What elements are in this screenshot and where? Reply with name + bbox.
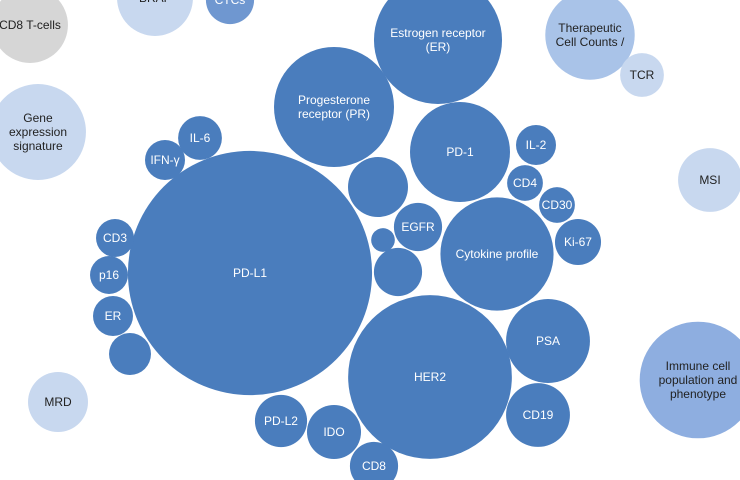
bubble-label-box: ER (104, 309, 122, 323)
bubble (205, 0, 255, 25)
bubble (440, 197, 554, 311)
bubble-label-box: MRD (44, 395, 72, 409)
bubble-label-box: IL-2 (525, 138, 547, 152)
bubble-label: CD8 T-cells (0, 17, 61, 32)
bubble-label-box: PSA (535, 333, 560, 348)
bubble (678, 148, 740, 212)
bubble (506, 299, 590, 383)
bubble-label: CD4 (512, 175, 537, 190)
bubble (306, 404, 362, 460)
bubble-label: IL-6 (189, 130, 211, 145)
bubble (639, 321, 740, 439)
bubble (274, 47, 394, 167)
bubble-label: MRD (44, 395, 72, 409)
bubble-label: ER (104, 309, 122, 323)
bubble-label: PD-L1 (232, 265, 267, 280)
bubble-label: Therapeutic Cell Counts / (555, 20, 625, 49)
bubble-label-box: PD-1 (446, 145, 474, 159)
bubble-label: Gene expression signature (8, 110, 67, 153)
bubble-label-box: Therapeutic Cell Counts / (555, 20, 625, 49)
bubble-label: PD-1 (446, 145, 474, 159)
bubble-label-box: CD30 (541, 197, 573, 212)
bubble-label: IL-2 (525, 138, 547, 152)
bubble-label-box: EGFR (401, 219, 435, 234)
bubble-label: Estrogen receptor (ER) (390, 25, 486, 54)
bubble (507, 165, 543, 201)
bubble (254, 394, 308, 448)
bubble-label-box: HER2 (413, 369, 446, 384)
bubble (348, 295, 512, 459)
bubble-label: CTCs (208, 0, 251, 24)
bubble (0, 0, 68, 63)
bubble-label-box: Progesterone receptor (PR) (297, 93, 371, 121)
bubble (93, 296, 133, 336)
bubble-label-box: PD-L1 (232, 265, 267, 280)
bubble (545, 0, 635, 80)
bubble (96, 219, 134, 257)
bubble-label-box: IDO (323, 424, 345, 439)
bubble-label-box: CD19 (522, 407, 554, 422)
bubble (0, 84, 86, 180)
bubble (554, 218, 602, 266)
bubble-label: p16 (98, 267, 120, 282)
bubble-label: Ki-67 (563, 234, 592, 249)
bubble-label-box: p16 (98, 267, 120, 282)
bubble-label-box: CD8 T-cells (0, 17, 61, 32)
bubble-label-box: MSI (699, 172, 721, 187)
bubble (539, 187, 575, 223)
bubble-label-box: Ki-67 (563, 234, 592, 249)
bubble-label-box: CD3 (102, 230, 127, 245)
bubble-label: PD-L2 (263, 413, 298, 428)
bubble-label: CD19 (522, 407, 554, 422)
bubble (348, 157, 408, 217)
bubble-label-box: BRAF (121, 0, 189, 36)
bubble-label: MSI (699, 172, 721, 187)
bubble (90, 256, 128, 294)
bubble (145, 140, 185, 180)
bubble-label-box: Cytokine profile (455, 246, 539, 261)
bubble-label-box: CD8 (361, 458, 386, 473)
bubble-label-box: Gene expression signature (8, 110, 67, 153)
bubble (393, 202, 443, 252)
bubble (373, 0, 503, 105)
bubble (516, 125, 556, 165)
bubble-label: Immune cell population and phenotype (658, 358, 738, 401)
bubble-label-box: CTCs (208, 0, 251, 24)
bubble (620, 53, 664, 97)
bubble (373, 247, 423, 297)
bubble (506, 383, 570, 447)
bubble (28, 372, 88, 432)
bubble-label-box: TCR (629, 67, 655, 82)
bubble-label: HER2 (413, 369, 446, 384)
bubble-label: IFN-γ (150, 153, 180, 167)
bubble (371, 228, 395, 252)
bubble-label: IDO (323, 424, 345, 439)
bubble-label: PSA (535, 333, 560, 348)
bubble-label: CD8 (361, 458, 386, 473)
bubble-label-box: PD-L2 (263, 413, 298, 428)
bubble (178, 116, 222, 160)
bubble-label-box: Immune cell population and phenotype (658, 358, 738, 401)
bubble-label-box: IL-6 (189, 130, 211, 145)
bubble (109, 333, 151, 375)
bubble (349, 441, 399, 480)
bubble-label: TCR (629, 67, 655, 82)
bubble (410, 102, 510, 202)
bubble-label-box: IFN-γ (150, 153, 180, 167)
bubble-label: CD3 (102, 230, 127, 245)
bubble-label-box: Estrogen receptor (ER) (390, 25, 486, 54)
bubble (117, 0, 193, 36)
bubble-label: Cytokine profile (455, 246, 539, 261)
bubble-label: Progesterone receptor (PR) (297, 93, 371, 121)
bubble-label: BRAF (121, 0, 189, 36)
bubble-label: EGFR (401, 219, 435, 234)
bubble-label: CD30 (541, 197, 573, 212)
bubble-label-box: CD4 (512, 175, 537, 190)
bubble (127, 150, 373, 396)
